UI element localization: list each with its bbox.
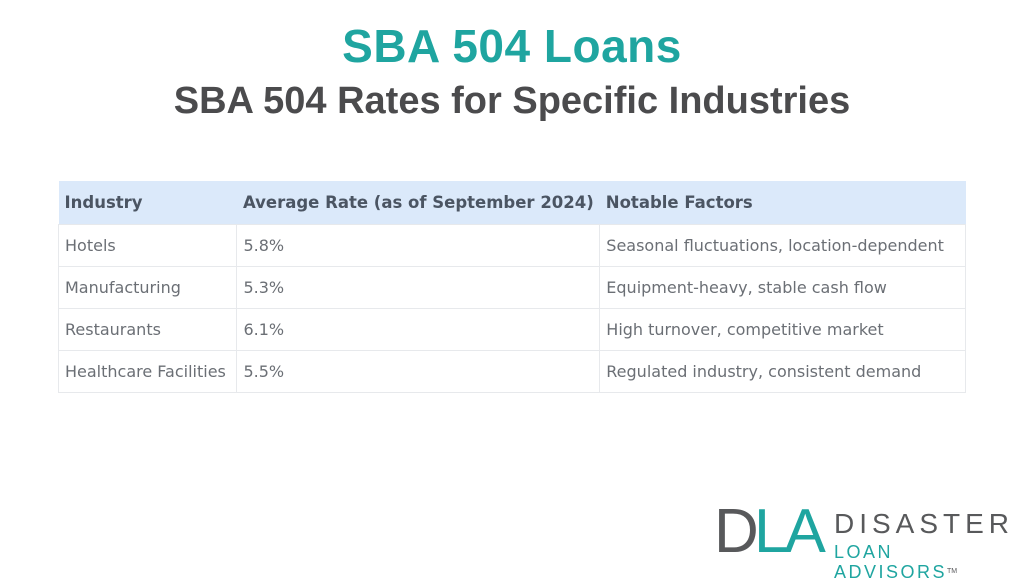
page-title: SBA 504 Loans [342, 20, 682, 72]
industry-cell: Healthcare Facilities [57, 350, 238, 393]
logo-mark-la: LA [754, 497, 826, 566]
logo-wordmark-disaster: DISASTER [834, 508, 1015, 539]
factors-cell: High turnover, competitive market [599, 308, 966, 351]
industry-cell: Restaurants [57, 308, 238, 351]
rate-cell: 5.5% [236, 350, 601, 393]
table-header-row: Industry Average Rate (as of September 2… [58, 181, 966, 225]
table-row: Healthcare Facilities 5.5% Regulated ind… [57, 350, 966, 393]
column-header-average-rate: Average Rate (as of September 2024) [236, 181, 600, 225]
table-row: Manufacturing 5.3% Equipment-heavy, stab… [57, 266, 966, 309]
column-header-industry: Industry [58, 181, 237, 225]
trademark-symbol: TM [947, 568, 958, 575]
logo-wordmark-text: LOAN ADVISORS [834, 542, 948, 582]
table-row: Restaurants 6.1% High turnover, competit… [57, 308, 966, 351]
column-header-notable-factors: Notable Factors [599, 181, 966, 225]
rate-cell: 5.3% [236, 266, 601, 309]
factors-cell: Equipment-heavy, stable cash flow [599, 266, 966, 309]
table-row: Hotels 5.8% Seasonal fluctuations, locat… [57, 224, 966, 267]
rate-cell: 5.8% [236, 224, 601, 267]
rate-cell: 6.1% [236, 308, 601, 351]
industry-cell: Hotels [57, 224, 238, 267]
factors-cell: Seasonal fluctuations, location-dependen… [599, 224, 966, 267]
factors-cell: Regulated industry, consistent demand [599, 350, 966, 393]
logo-wordmark-loan-advisors: LOAN ADVISORSTM [834, 542, 1014, 582]
industry-cell: Manufacturing [57, 266, 238, 309]
rates-table: Industry Average Rate (as of September 2… [57, 181, 966, 393]
logo-mark-d: D [714, 497, 759, 566]
page-subtitle: SBA 504 Rates for Specific Industries [173, 80, 851, 122]
dla-logo: D LA DISASTER LOAN ADVISORSTM [714, 501, 1015, 582]
